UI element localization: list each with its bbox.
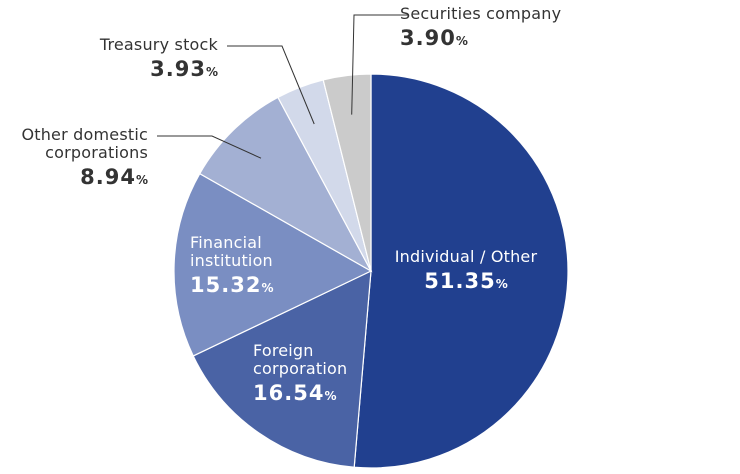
slice-label-other-domestic-corporations: Other domestic corporations 8.94% (2, 126, 148, 189)
slice-value: 3.93% (150, 56, 218, 81)
slice-name: Treasury stock (99, 35, 218, 54)
slice-name: Securities company (400, 4, 562, 23)
pie-slice-securities-company (322, 73, 372, 272)
leader-line-other-domestic-corporations (157, 135, 262, 159)
slice-value: 15.32% (190, 272, 274, 297)
slice-value: 51.35% (424, 268, 508, 293)
slice-label-treasury-stock: Treasury stock 3.93% (70, 36, 218, 81)
slice-name: Individual / Other (394, 247, 538, 266)
slice-value: 8.94% (80, 164, 148, 189)
slice-value: 3.90% (400, 25, 468, 50)
slice-name: Financial institution (190, 233, 273, 270)
pie-slice-foreign-corporation (192, 270, 372, 468)
slice-value: 16.54% (253, 380, 337, 405)
slice-label-securities-company: Securities company 3.90% (400, 5, 600, 50)
leader-line-treasury-stock (227, 45, 315, 125)
pie-slice-other-domestic-corporations (198, 96, 373, 273)
slice-label-foreign-corporation: Foreign corporation 16.54% (253, 342, 373, 405)
slice-name: Foreign corporation (253, 341, 348, 378)
slice-label-financial-institution: Financial institution 15.32% (190, 234, 300, 297)
pie-slice-individual-other (353, 73, 569, 469)
leader-line-securities-company (351, 14, 409, 115)
slice-label-individual-other: Individual / Other 51.35% (381, 248, 551, 293)
pie-slice-financial-institution (173, 172, 373, 357)
slice-name: Other domestic corporations (21, 125, 148, 162)
